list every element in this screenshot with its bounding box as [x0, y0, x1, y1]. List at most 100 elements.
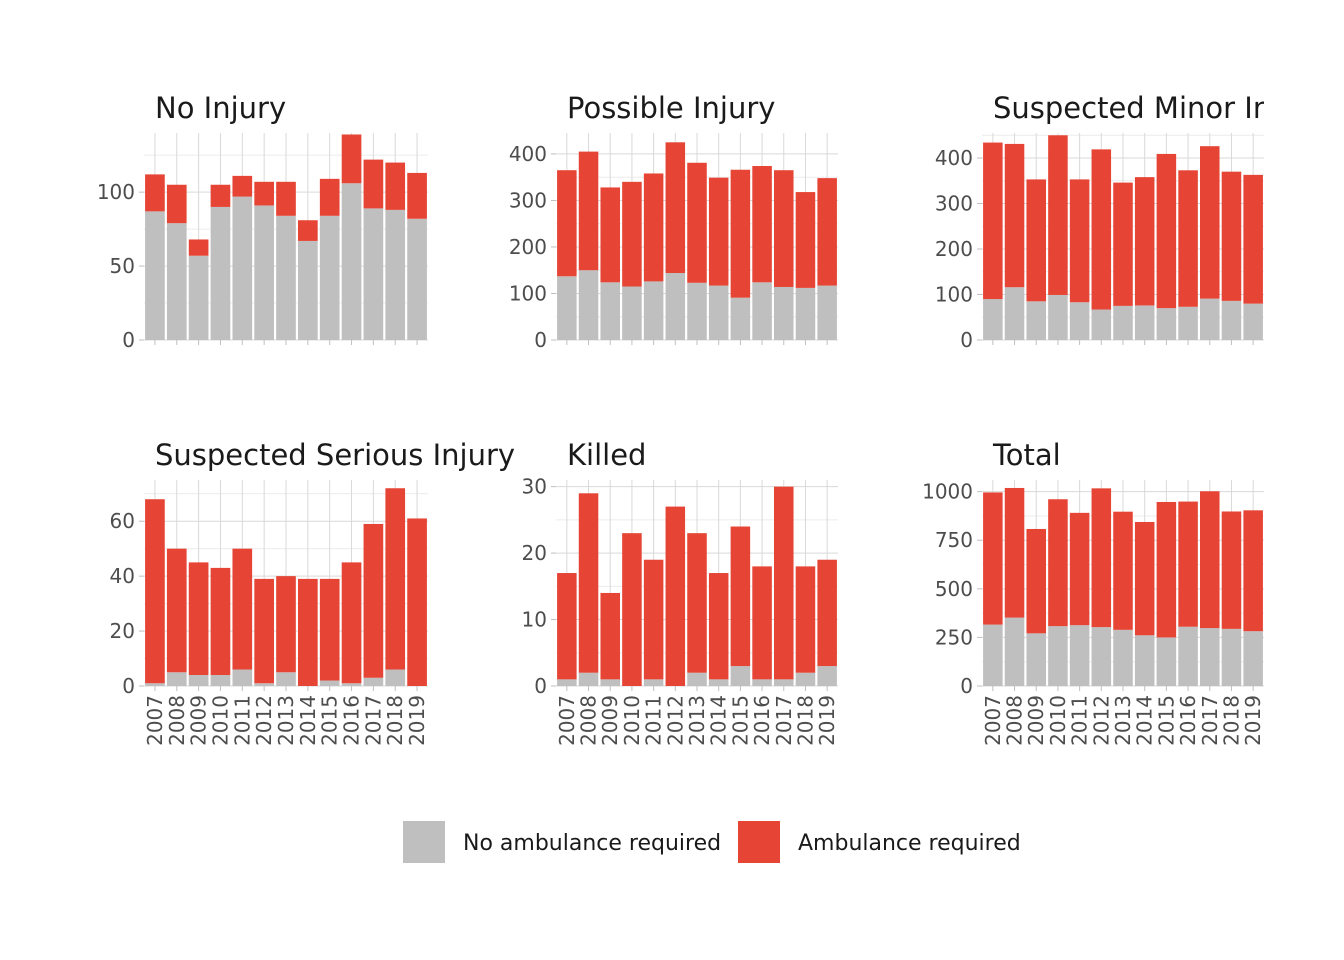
bar-no-ambulance-2019: [817, 666, 837, 686]
bar-ambulance-2008: [1004, 143, 1025, 288]
bar-ambulance-2014: [1134, 177, 1155, 306]
x-tick-label: 2016: [1176, 695, 1200, 746]
bar-no-ambulance-2008: [1004, 287, 1025, 340]
bar-ambulance-2010: [210, 184, 231, 207]
panel-possible-injury: Possible Injury 0 100 200 300 400: [509, 91, 838, 352]
bar-no-ambulance-2007: [145, 211, 165, 340]
x-tick-label: 2010: [1046, 695, 1070, 746]
bar-ambulance-2007: [983, 142, 1003, 300]
bar-no-ambulance-2019: [1243, 631, 1263, 686]
bar-ambulance-2014: [708, 177, 729, 286]
bar-no-ambulance-2014: [708, 285, 729, 340]
bar-ambulance-2015: [1156, 501, 1177, 638]
bars: [145, 488, 427, 686]
bar-no-ambulance-2016: [752, 282, 772, 340]
y-axis: 0 50 100: [97, 180, 144, 352]
bar-no-ambulance-2009: [188, 675, 209, 686]
bar-ambulance-2018: [385, 162, 406, 210]
bar-no-ambulance-2011: [643, 679, 664, 686]
bar-ambulance-2007: [983, 492, 1003, 625]
y-tick-label: 20: [110, 619, 135, 643]
x-axis: [154, 340, 418, 345]
bar-no-ambulance-2008: [578, 672, 599, 686]
x-tick-label: 2014: [296, 695, 320, 746]
bar-no-ambulance-2008: [1004, 617, 1025, 686]
bar-no-ambulance-2019: [407, 218, 427, 340]
bar-no-ambulance-2014: [708, 679, 729, 686]
x-tick-label: 2019: [815, 695, 839, 746]
bar-no-ambulance-2018: [1221, 628, 1242, 686]
bar-no-ambulance-2016: [341, 183, 362, 340]
bar-ambulance-2017: [774, 170, 794, 287]
bar-no-ambulance-2011: [1069, 625, 1090, 686]
bar-no-ambulance-2007: [983, 299, 1003, 340]
bar-no-ambulance-2012: [665, 273, 686, 340]
bar-ambulance-2015: [730, 526, 751, 667]
x-tick-label: 2012: [1089, 695, 1113, 746]
x-tick-label: 2009: [1024, 695, 1048, 746]
bar-ambulance-2010: [622, 533, 642, 686]
bar-no-ambulance-2009: [600, 679, 620, 686]
x-tick-label: 2011: [642, 695, 666, 746]
bar-ambulance-2009: [600, 187, 620, 283]
bar-no-ambulance-2014: [1134, 635, 1155, 686]
bar-ambulance-2009: [188, 562, 209, 676]
bar-ambulance-2016: [341, 134, 362, 184]
bar-no-ambulance-2008: [166, 672, 187, 686]
x-tick-label: 2018: [383, 695, 407, 746]
y-tick-label: 750: [935, 528, 973, 552]
y-tick-label: 200: [935, 237, 973, 261]
y-tick-label: 200: [509, 235, 547, 259]
y-tick-label: 400: [935, 146, 973, 170]
x-tick-label: 2009: [187, 695, 211, 746]
bars: [983, 487, 1263, 686]
bar-no-ambulance-2014: [298, 240, 318, 340]
bar-no-ambulance-2016: [752, 679, 772, 686]
bar-no-ambulance-2010: [1048, 294, 1068, 340]
bar-ambulance-2016: [1178, 501, 1198, 627]
bar-ambulance-2019: [407, 172, 427, 219]
bar-ambulance-2012: [665, 142, 686, 274]
bar-ambulance-2016: [752, 566, 772, 680]
bar-ambulance-2015: [319, 578, 340, 681]
bar-no-ambulance-2013: [687, 672, 707, 686]
bar-no-ambulance-2017: [1200, 298, 1220, 340]
bar-ambulance-2012: [254, 578, 274, 684]
bar-no-ambulance-2013: [276, 215, 296, 340]
bar-no-ambulance-2015: [730, 297, 751, 340]
y-axis: 0 10 20 30: [522, 475, 556, 698]
y-tick-label: 0: [960, 328, 973, 352]
bar-ambulance-2014: [708, 573, 729, 680]
x-tick-label: 2007: [555, 695, 579, 746]
bar-no-ambulance-2009: [600, 282, 620, 340]
x-tick-label: 2016: [340, 695, 364, 746]
y-axis: 0 100 200 300 400: [509, 142, 556, 352]
bar-no-ambulance-2009: [1026, 633, 1046, 686]
bar-no-ambulance-2011: [232, 669, 253, 686]
x-tick-label: 2008: [1003, 695, 1027, 746]
bar-no-ambulance-2013: [276, 672, 296, 686]
panel-title: Possible Injury: [567, 91, 775, 125]
bar-ambulance-2014: [298, 578, 318, 686]
panel-killed: Killed0102030200720082009201020112012201…: [522, 438, 840, 746]
bar-ambulance-2010: [622, 181, 642, 287]
y-tick-label: 100: [509, 281, 547, 305]
bar-ambulance-2016: [341, 562, 362, 684]
x-tick-label: 2015: [1154, 695, 1178, 746]
bar-ambulance-2017: [1200, 491, 1220, 629]
bar-no-ambulance-2007: [983, 624, 1003, 686]
x-tick-label: 2017: [361, 695, 385, 746]
bar-ambulance-2011: [232, 175, 253, 197]
bar-no-ambulance-2016: [1178, 626, 1198, 686]
panel-suspected-serious-injury: Suspected Serious Injury0204060200720082…: [110, 438, 516, 746]
y-tick-label: 0: [960, 674, 973, 698]
bar-no-ambulance-2015: [1156, 308, 1177, 340]
y-tick-label: 50: [110, 254, 135, 278]
bar-ambulance-2015: [1156, 153, 1177, 309]
bar-ambulance-2007: [145, 174, 165, 212]
bars: [145, 134, 427, 340]
y-axis: 0 20 40 60: [110, 509, 144, 698]
x-tick-label: 2015: [318, 695, 342, 746]
y-tick-label: 100: [935, 283, 973, 307]
bar-ambulance-2013: [276, 576, 296, 673]
